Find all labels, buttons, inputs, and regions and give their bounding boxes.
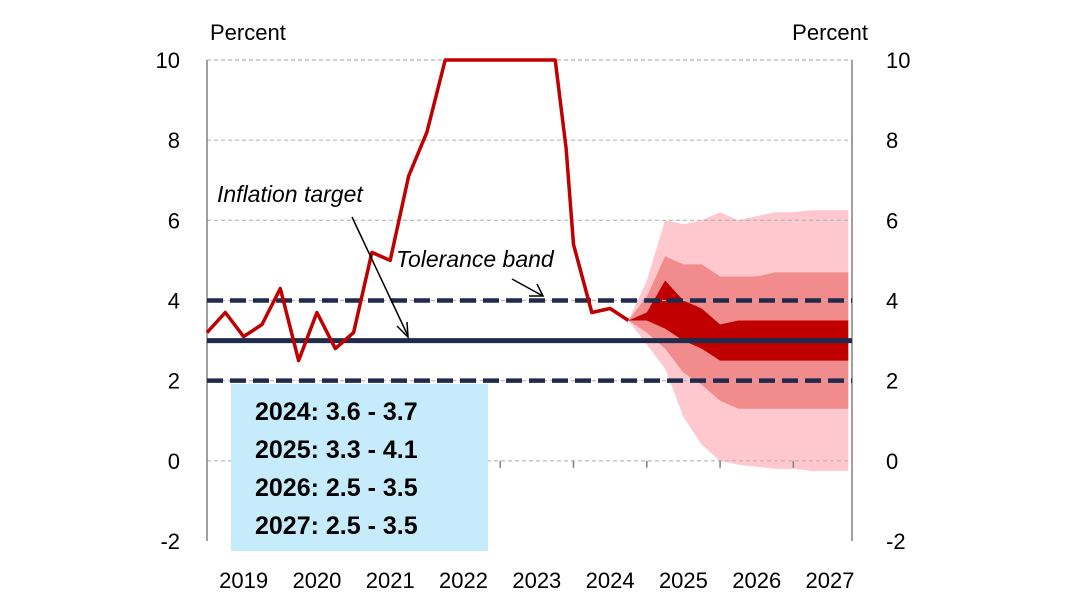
y-tick-right--2: -2 — [886, 529, 906, 554]
y-tick-right-4: 4 — [886, 289, 898, 314]
x-tick-label-2023: 2023 — [512, 568, 561, 593]
forecast-line-2027: 2027: 2.5 - 3.5 — [255, 512, 418, 540]
y-tick-right-10: 10 — [886, 48, 910, 73]
y-tick-left-0: 0 — [168, 449, 180, 474]
y-tick-right-0: 0 — [886, 449, 898, 474]
y-tick-left-6: 6 — [168, 208, 180, 233]
annotation-tolerance-band: Tolerance band — [396, 246, 555, 297]
series-lines — [205, 58, 852, 383]
annotation-tolerance-band-arrow — [511, 278, 544, 297]
annotation-inflation-target-arrow — [351, 216, 409, 337]
x-tick-label-2024: 2024 — [586, 568, 635, 593]
x-tick-label-2022: 2022 — [439, 568, 488, 593]
y-tick-left--2: -2 — [160, 529, 180, 554]
y-tick-labels: -2 -2 0 0 2 2 4 4 6 6 8 8 10 10 — [156, 48, 911, 554]
x-tick-label-2026: 2026 — [732, 568, 781, 593]
annotation-tolerance-band-label: Tolerance band — [396, 246, 555, 272]
y-tick-right-6: 6 — [886, 208, 898, 233]
forecast-line-2024: 2024: 3.6 - 3.7 — [255, 398, 418, 426]
forecast-line-2025: 2025: 3.3 - 4.1 — [255, 436, 418, 464]
forecast-line-2026: 2026: 2.5 - 3.5 — [255, 474, 418, 502]
x-tick-label-2019: 2019 — [219, 568, 268, 593]
y-tick-left-2: 2 — [168, 369, 180, 394]
x-tick-label-2021: 2021 — [366, 568, 415, 593]
annotation-inflation-target-arrowhead — [396, 321, 409, 339]
forecast-box-background — [231, 384, 488, 551]
x-tick-label-2025: 2025 — [659, 568, 708, 593]
x-tick-label-2027: 2027 — [806, 568, 855, 593]
annotation-inflation-target: Inflation target — [217, 181, 409, 339]
annotation-tolerance-band-arrowhead — [529, 283, 545, 297]
y-tick-right-8: 8 — [886, 128, 898, 153]
y-tick-left-10: 10 — [156, 48, 180, 73]
y-tick-left-8: 8 — [168, 128, 180, 153]
left-unit-label: Percent — [210, 20, 286, 45]
forecast-box: 2024: 3.6 - 3.7 2025: 3.3 - 4.1 2026: 2.… — [231, 384, 488, 551]
x-tick-labels: 2019 2020 2021 2022 2023 2024 2025 2026 2027 — [219, 568, 854, 593]
x-tick-label-2020: 2020 — [292, 568, 341, 593]
y-tick-left-4: 4 — [168, 289, 180, 314]
annotation-inflation-target-label: Inflation target — [217, 181, 364, 207]
inflation-series-line-0 — [205, 58, 630, 363]
right-unit-label: Percent — [792, 20, 868, 45]
y-tick-right-2: 2 — [886, 369, 898, 394]
